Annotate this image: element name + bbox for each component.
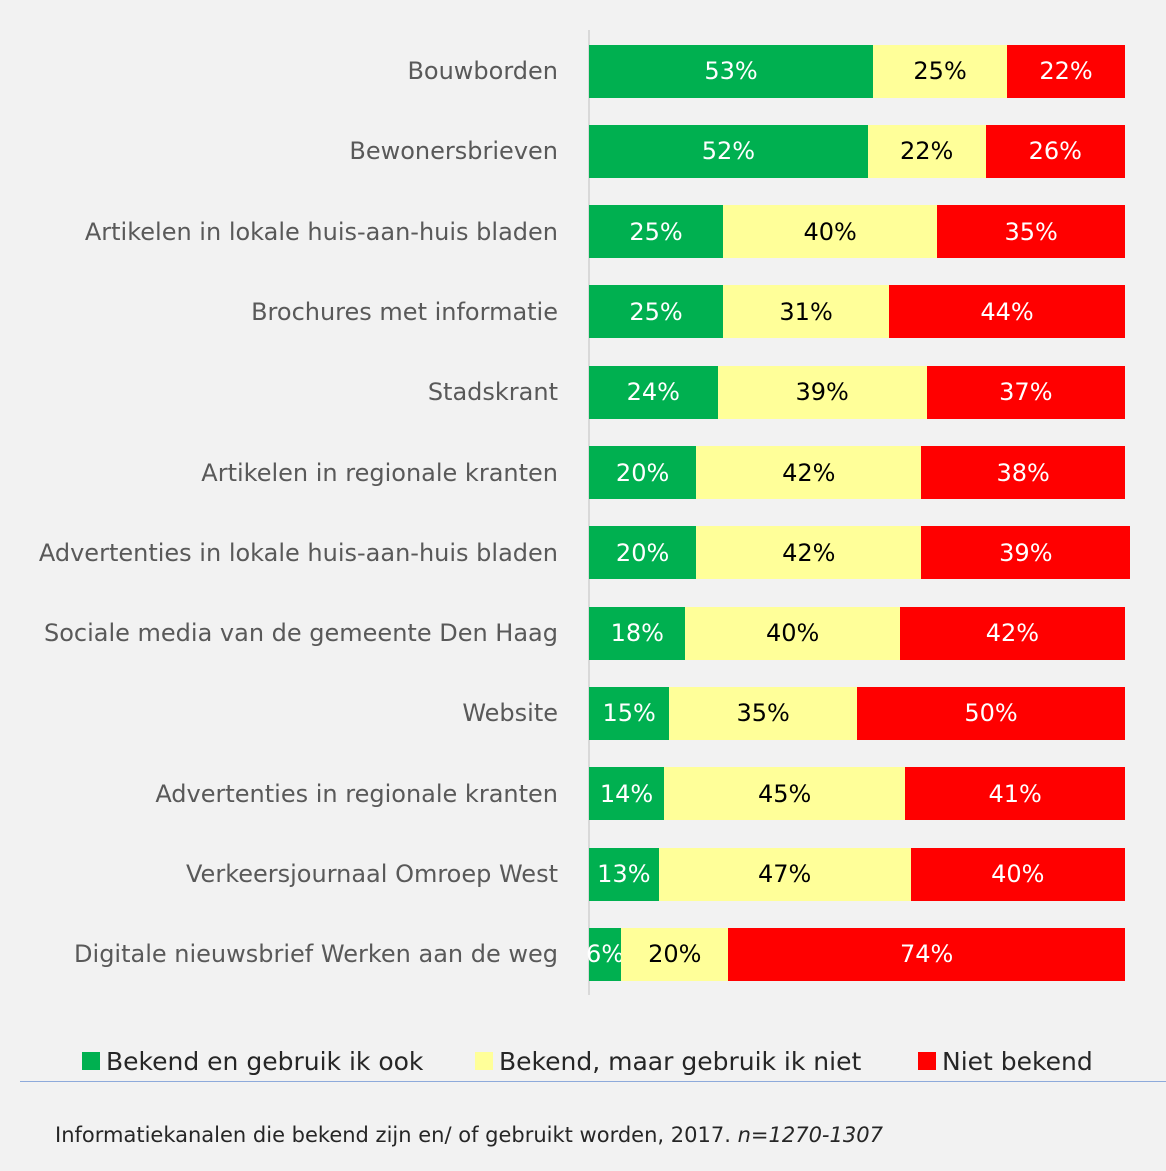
bar-segment: 20% [589, 446, 697, 499]
legend-swatch [918, 1052, 936, 1070]
category-label: Sociale media van de gemeente Den Haag [43, 619, 558, 648]
data-label: 41% [988, 779, 1042, 808]
category-label: Bouwborden [407, 57, 558, 85]
bar-segment: 44% [889, 285, 1125, 339]
category-label: Advertenties in lokale huis-aan-huis bla… [38, 538, 558, 567]
data-label: 31% [779, 297, 833, 326]
bar-segment: 25% [589, 205, 723, 259]
bar-segment: 50% [857, 686, 1125, 740]
bar-segment: 18% [589, 606, 686, 660]
data-label: 22% [900, 137, 954, 166]
data-label: 37% [999, 378, 1053, 407]
data-label: 38% [996, 458, 1050, 487]
category-label: Artikelen in lokale huis-aan-huis bladen [84, 217, 558, 246]
data-label: 22% [1039, 57, 1093, 85]
data-label: 26% [1028, 137, 1082, 166]
data-label: 14% [599, 779, 654, 808]
bar-segment: 53% [589, 44, 874, 98]
data-label: 39% [795, 378, 849, 407]
bar-segment: 20% [589, 526, 697, 580]
data-label: 53% [704, 57, 758, 85]
data-label: 74% [900, 940, 954, 969]
bar-segment: 31% [723, 285, 890, 339]
data-label: 47% [757, 860, 812, 888]
bar-segment: 25% [589, 285, 723, 339]
category-label: Digitale nieuwsbrief Werken aan de weg [74, 940, 558, 969]
data-label: 25% [629, 297, 683, 326]
data-label: 42% [782, 538, 836, 567]
bar-segment: 42% [696, 446, 922, 499]
category-label: Website [462, 699, 558, 728]
data-label: 35% [1004, 217, 1058, 246]
category-label: Brochures met informatie [251, 297, 558, 326]
data-label: 45% [757, 779, 812, 808]
data-label: 44% [980, 297, 1034, 326]
category-label: Bewonersbrieven [349, 137, 558, 166]
caption-row: Informatiekanalen die bekend zijn en/ of… [55, 1123, 883, 1147]
bar-segment: 42% [696, 526, 922, 580]
legend-swatch [475, 1052, 493, 1070]
note: n=1270-1307 [737, 1123, 883, 1147]
bar-segment: 47% [658, 847, 911, 901]
data-label: 13% [597, 860, 651, 888]
bar-segment: 40% [910, 847, 1125, 901]
data-label: 6% [586, 940, 625, 969]
bar-segment: 74% [728, 927, 1125, 981]
legend-item: Bekend en gebruik ik ook [82, 1045, 423, 1077]
bar-segment: 22% [1007, 44, 1125, 98]
bar-segment: 13% [589, 847, 659, 901]
legend-label: Bekend en gebruik ik ook [106, 1046, 424, 1076]
data-label: 40% [765, 619, 820, 648]
category-label: Artikelen in regionale kranten [201, 458, 558, 487]
bar-segment: 6% [586, 927, 625, 981]
bar-segment: 35% [669, 686, 857, 740]
bar-segment: 20% [621, 927, 729, 981]
bar-segment: 40% [685, 606, 900, 660]
category-label: Stadskrant [427, 378, 558, 407]
legend-item: Bekend, maar gebruik ik niet [475, 1045, 861, 1077]
bar-segment: 26% [985, 124, 1125, 178]
data-label: 35% [736, 699, 790, 728]
bar-segment: 37% [926, 365, 1125, 419]
legend-label: Niet bekend [942, 1046, 1093, 1076]
bar-segment: 39% [921, 526, 1131, 580]
legend-label: Bekend, maar gebruik ik niet [499, 1046, 862, 1076]
legend-swatch [82, 1052, 100, 1070]
data-label: 42% [985, 619, 1040, 648]
bar-segment: 38% [921, 446, 1125, 499]
bar-segment: 45% [664, 767, 906, 821]
data-label: 40% [991, 860, 1045, 888]
bar-segment: 24% [589, 365, 718, 419]
bar-segment: 41% [905, 767, 1125, 821]
data-label: 24% [626, 378, 680, 407]
separator [20, 1081, 1166, 1082]
data-label: 42% [782, 458, 836, 487]
bar-segment: 14% [589, 767, 665, 821]
legend-item: Niet bekend [918, 1045, 1093, 1077]
category-label: Advertenties in regionale kranten [155, 779, 558, 808]
data-label: 20% [615, 458, 670, 487]
data-label: 15% [602, 699, 656, 728]
data-label: 18% [610, 619, 664, 648]
bar-segment: 15% [589, 686, 670, 740]
data-label: 20% [648, 940, 702, 969]
data-label: 39% [999, 538, 1053, 567]
data-label: 20% [615, 538, 670, 567]
bar-segment: 39% [717, 365, 927, 419]
category-label: Verkeersjournaal Omroep West [186, 860, 558, 888]
data-label: 25% [913, 57, 967, 85]
data-label: 25% [629, 217, 683, 246]
caption: Informatiekanalen die bekend zijn en/ of… [55, 1123, 731, 1147]
bar-segment: 40% [723, 205, 938, 259]
bar-segment: 52% [589, 124, 868, 178]
bar-segment: 25% [873, 44, 1008, 98]
bar-segment: 22% [867, 124, 986, 178]
bar-segment: 42% [899, 606, 1125, 660]
data-label: 40% [803, 217, 857, 246]
data-label: 52% [701, 137, 756, 166]
data-label: 50% [964, 699, 1018, 728]
axis-line [588, 30, 590, 995]
bar-segment: 35% [937, 205, 1125, 259]
